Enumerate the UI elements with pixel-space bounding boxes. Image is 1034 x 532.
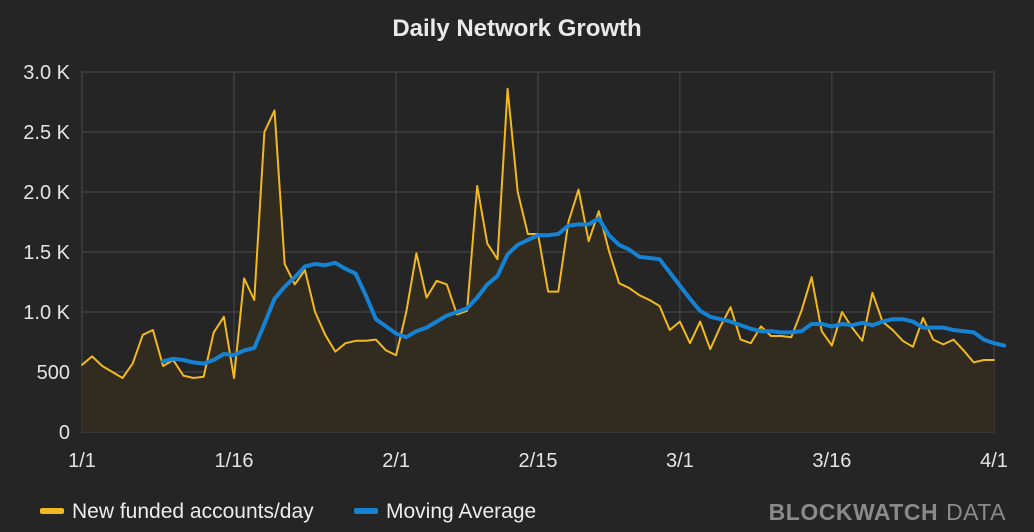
x-tick-label: 3/16 [812,450,851,472]
brand-logo: BLOCKWATCH DATA [769,499,1006,525]
series-area-new-funded-accounts-day [82,88,994,433]
x-tick-label: 4/1 [980,450,1008,472]
brand-suffix: DATA [946,499,1006,525]
y-tick-label: 500 [37,362,70,384]
legend-swatch-funded-accounts [40,508,64,514]
legend-swatch-moving-average [354,508,378,514]
y-tick-label: 1.5 K [23,242,70,264]
x-tick-label: 3/1 [666,450,694,472]
legend-label-moving-average: Moving Average [386,500,536,523]
y-tick-label: 2.0 K [23,182,70,204]
y-tick-label: 0 [59,422,70,444]
x-tick-label: 2/1 [382,450,410,472]
legend: New funded accounts/day Moving Average [40,500,536,523]
legend-item-moving-average[interactable]: Moving Average [354,500,536,523]
x-axis: 1/1 1/16 2/1 2/15 3/1 3/16 4/1 [68,450,1008,472]
y-axis: 0 500 1.0 K 1.5 K 2.0 K 2.5 K 3.0 K [23,62,70,444]
chart-title: Daily Network Growth [392,15,641,42]
y-tick-label: 1.0 K [23,302,70,324]
y-tick-label: 3.0 K [23,62,70,84]
legend-label-funded-accounts: New funded accounts/day [72,500,314,523]
series-line-moving-average [161,216,1007,366]
x-tick-label: 2/15 [519,450,558,472]
plot-area [81,87,1007,433]
x-tick-label: 1/1 [68,450,96,472]
legend-item-funded-accounts[interactable]: New funded accounts/day [40,500,314,523]
x-tick-label: 1/16 [215,450,254,472]
y-tick-label: 2.5 K [23,122,70,144]
brand-name: BLOCKWATCH [769,499,938,525]
